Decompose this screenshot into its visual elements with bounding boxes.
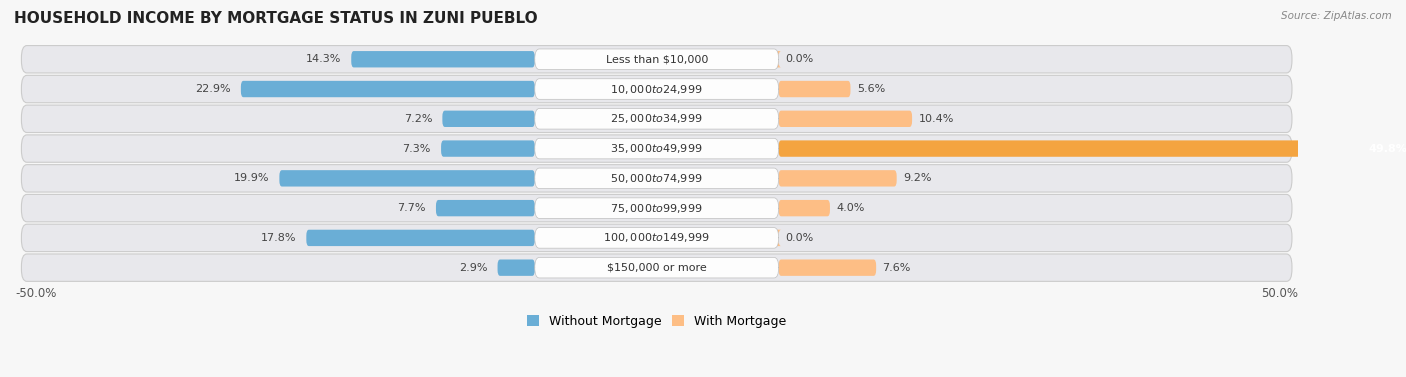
FancyBboxPatch shape [436,200,534,216]
Text: $75,000 to $99,999: $75,000 to $99,999 [610,202,703,215]
Text: HOUSEHOLD INCOME BY MORTGAGE STATUS IN ZUNI PUEBLO: HOUSEHOLD INCOME BY MORTGAGE STATUS IN Z… [14,11,537,26]
FancyBboxPatch shape [240,81,534,97]
Text: 10.4%: 10.4% [918,114,953,124]
FancyBboxPatch shape [534,168,779,188]
Text: 17.8%: 17.8% [260,233,297,243]
FancyBboxPatch shape [534,257,779,278]
FancyBboxPatch shape [21,254,1292,281]
FancyBboxPatch shape [441,140,534,157]
FancyBboxPatch shape [534,138,779,159]
FancyBboxPatch shape [779,200,830,216]
FancyBboxPatch shape [21,195,1292,222]
Text: 14.3%: 14.3% [305,54,342,64]
FancyBboxPatch shape [779,110,912,127]
Text: 9.2%: 9.2% [903,173,932,183]
FancyBboxPatch shape [534,198,779,218]
Text: 7.2%: 7.2% [404,114,432,124]
FancyBboxPatch shape [21,165,1292,192]
Text: 7.3%: 7.3% [402,144,430,153]
Text: 2.9%: 2.9% [458,263,488,273]
Text: 49.8%: 49.8% [1368,144,1406,153]
Text: 4.0%: 4.0% [837,203,865,213]
Text: 7.7%: 7.7% [396,203,426,213]
FancyBboxPatch shape [779,170,897,187]
FancyBboxPatch shape [307,230,534,246]
FancyBboxPatch shape [534,49,779,69]
FancyBboxPatch shape [21,224,1292,251]
Text: 50.0%: 50.0% [1261,287,1298,300]
Text: $100,000 to $149,999: $100,000 to $149,999 [603,231,710,244]
Text: $150,000 or more: $150,000 or more [607,263,707,273]
FancyBboxPatch shape [352,51,534,67]
FancyBboxPatch shape [21,75,1292,103]
FancyBboxPatch shape [498,259,534,276]
Text: $35,000 to $49,999: $35,000 to $49,999 [610,142,703,155]
FancyBboxPatch shape [21,105,1292,132]
FancyBboxPatch shape [534,109,779,129]
Text: $50,000 to $74,999: $50,000 to $74,999 [610,172,703,185]
FancyBboxPatch shape [776,51,782,67]
FancyBboxPatch shape [280,170,534,187]
Text: 19.9%: 19.9% [233,173,269,183]
FancyBboxPatch shape [21,135,1292,162]
FancyBboxPatch shape [534,79,779,99]
FancyBboxPatch shape [779,259,876,276]
Text: Source: ZipAtlas.com: Source: ZipAtlas.com [1281,11,1392,21]
Text: $10,000 to $24,999: $10,000 to $24,999 [610,83,703,95]
Legend: Without Mortgage, With Mortgage: Without Mortgage, With Mortgage [522,310,792,333]
FancyBboxPatch shape [779,140,1406,157]
Text: 0.0%: 0.0% [785,54,813,64]
FancyBboxPatch shape [21,46,1292,73]
FancyBboxPatch shape [776,230,782,246]
Text: Less than $10,000: Less than $10,000 [606,54,707,64]
Text: 0.0%: 0.0% [785,233,813,243]
Text: 7.6%: 7.6% [883,263,911,273]
Text: $25,000 to $34,999: $25,000 to $34,999 [610,112,703,125]
FancyBboxPatch shape [779,81,851,97]
Text: -50.0%: -50.0% [15,287,56,300]
FancyBboxPatch shape [443,110,534,127]
FancyBboxPatch shape [534,228,779,248]
Text: 22.9%: 22.9% [195,84,231,94]
Text: 5.6%: 5.6% [856,84,886,94]
